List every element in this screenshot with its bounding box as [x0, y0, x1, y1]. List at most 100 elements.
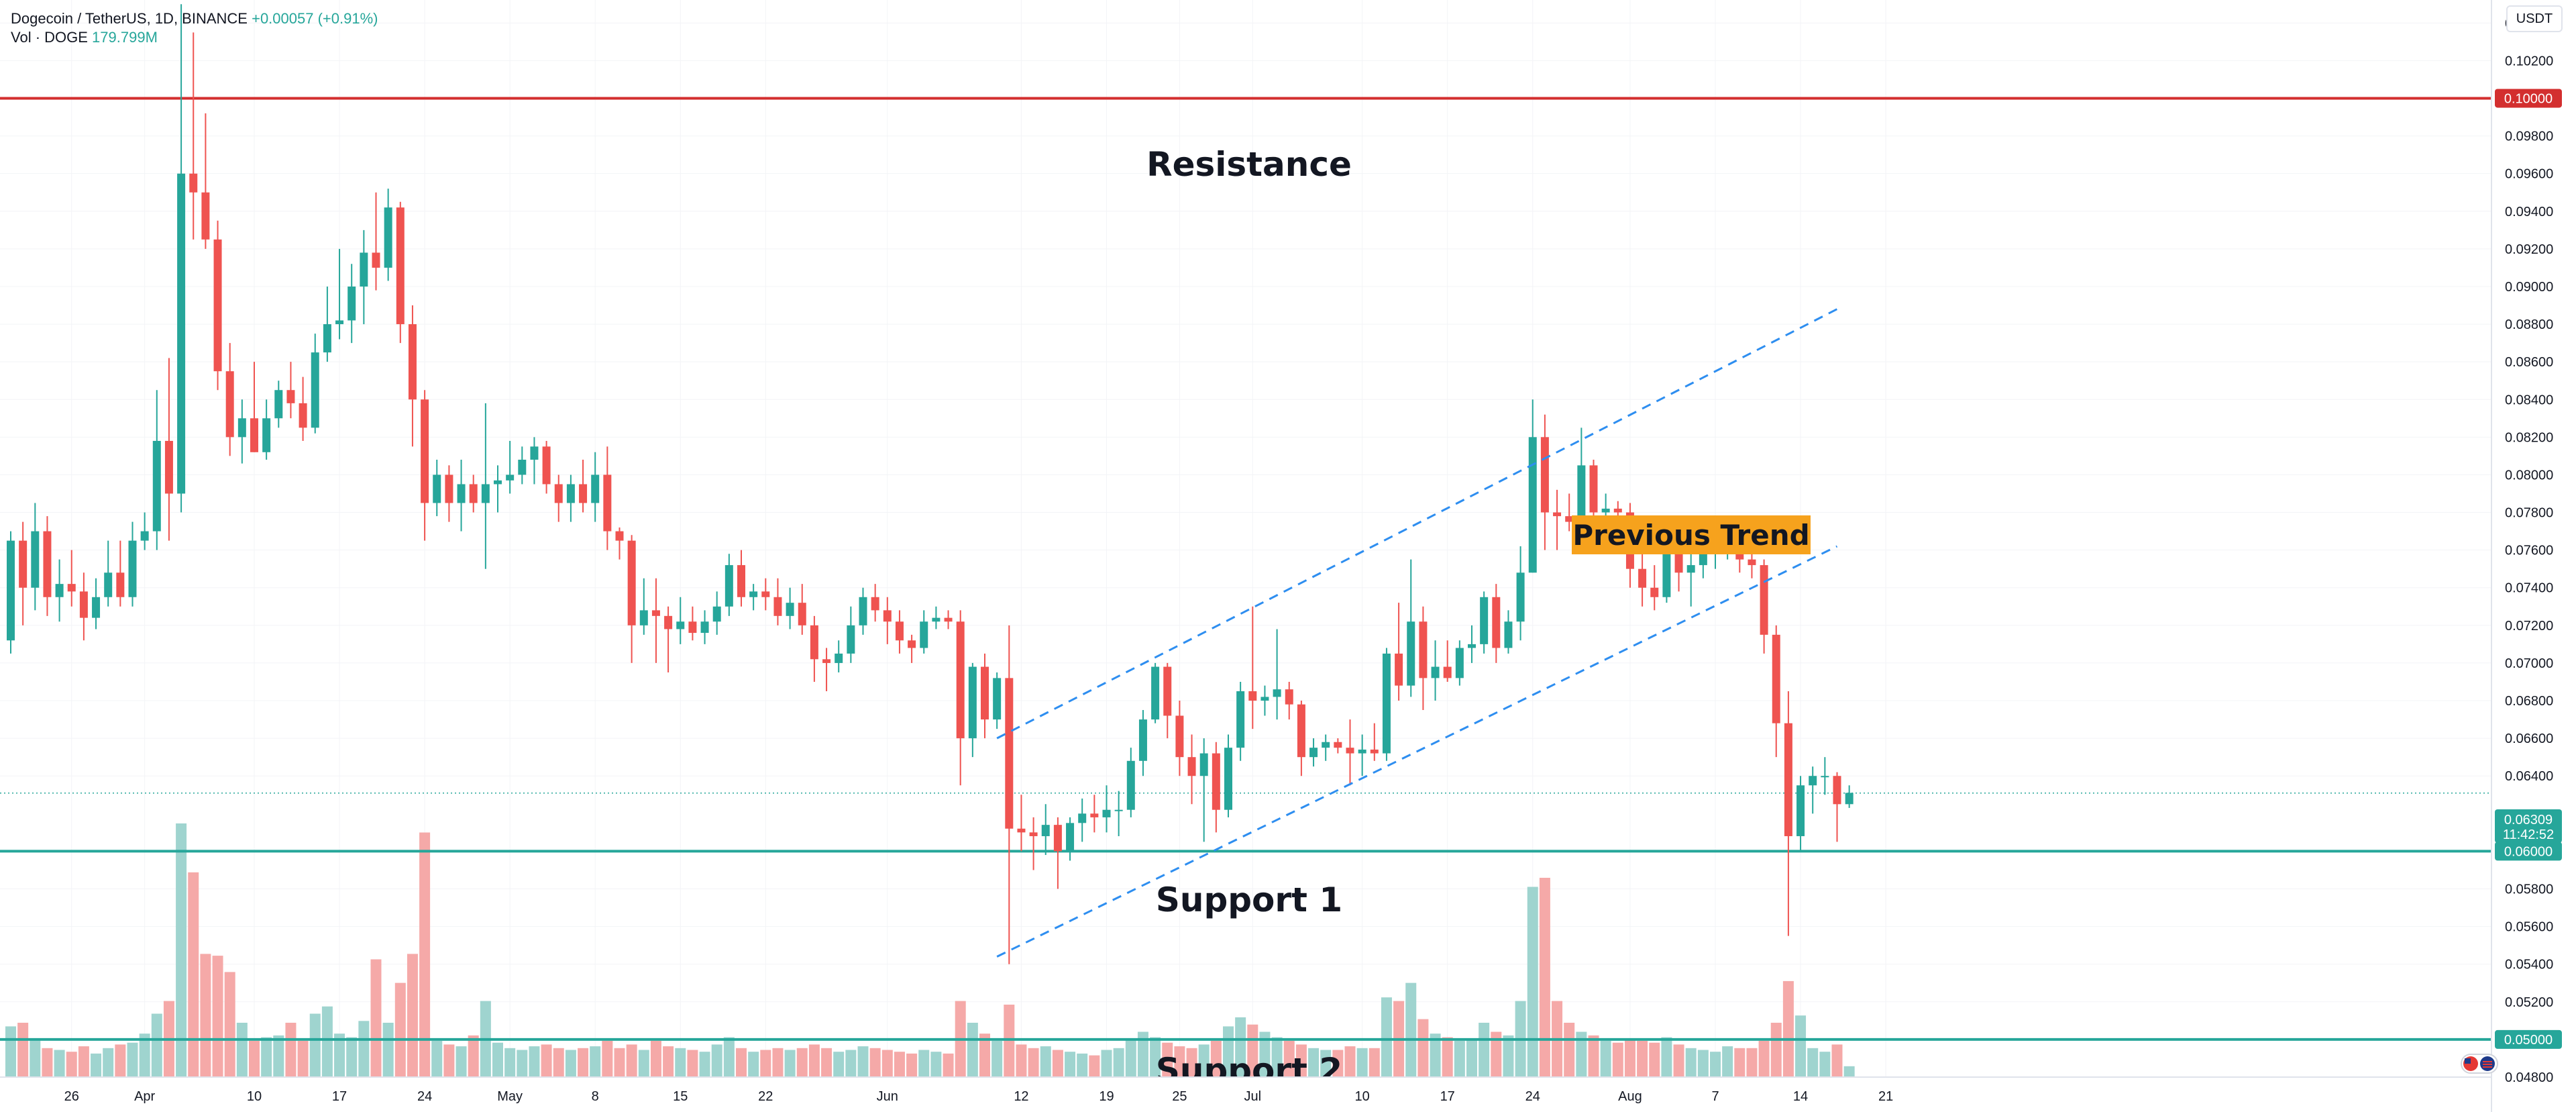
- volume-bar: [1697, 1050, 1709, 1077]
- candle: [1455, 640, 1464, 686]
- candle-body: [664, 615, 673, 629]
- candle: [396, 201, 405, 344]
- candle: [810, 615, 818, 682]
- volume-bar: [1600, 1041, 1611, 1077]
- volume-bar: [103, 1048, 114, 1077]
- price-tick-label: 0.06800: [2505, 694, 2553, 709]
- candle: [1005, 625, 1014, 964]
- candle-body: [1273, 689, 1281, 697]
- channel-upper-line[interactable]: [996, 308, 1838, 740]
- volume-bar: [1065, 1052, 1076, 1077]
- price-tick-label: 0.09000: [2505, 280, 2553, 295]
- candle-body: [518, 460, 527, 475]
- volume-bar: [321, 1006, 333, 1077]
- candle: [737, 550, 745, 607]
- previous-trend-label[interactable]: Previous Trend: [1572, 519, 1809, 552]
- candle: [542, 440, 551, 494]
- volume-bar: [1235, 1017, 1246, 1077]
- candle: [1492, 584, 1501, 663]
- candle: [932, 606, 941, 629]
- candle-body: [225, 371, 234, 438]
- candle: [128, 521, 137, 607]
- volume-bar: [614, 1048, 625, 1077]
- candle-body: [104, 572, 113, 597]
- candle-body: [1699, 554, 1707, 566]
- candle-body: [835, 653, 843, 663]
- candle: [1053, 817, 1062, 889]
- candle-body: [1297, 704, 1305, 758]
- candle: [1041, 804, 1050, 856]
- volume-legend-label[interactable]: Vol · DOGE: [11, 29, 88, 46]
- trend-channel[interactable]: [996, 308, 1838, 958]
- candle: [1431, 640, 1440, 701]
- symbol-title[interactable]: Dogecoin / TetherUS, 1D, BINANCE: [11, 10, 248, 27]
- price-tick-label: 0.08800: [2505, 317, 2553, 332]
- candle: [1114, 791, 1123, 836]
- candle: [457, 460, 466, 532]
- candle-body: [603, 474, 612, 532]
- volume-bar: [455, 1046, 467, 1077]
- candle: [773, 578, 782, 625]
- candle: [1821, 757, 1829, 795]
- symbol-legend[interactable]: Dogecoin / TetherUS, 1D, BINANCE +0.0005…: [11, 9, 378, 47]
- volume-bar: [626, 1044, 637, 1077]
- channel-lower-line[interactable]: [996, 545, 1838, 958]
- candle-body: [445, 474, 453, 503]
- us-flag-icon[interactable]: [2461, 1054, 2498, 1074]
- candle-body: [1407, 621, 1415, 686]
- candle-body: [822, 659, 831, 663]
- candle: [1809, 766, 1817, 814]
- volume-bar: [699, 1052, 710, 1077]
- candle: [79, 572, 88, 641]
- candle: [360, 230, 368, 325]
- candle-body: [360, 252, 368, 287]
- candle: [1760, 559, 1768, 654]
- candle: [1650, 565, 1659, 611]
- volume-bar: [115, 1044, 126, 1077]
- price-tick-label: 0.09400: [2505, 205, 2553, 219]
- candle: [676, 597, 685, 644]
- candle-body: [761, 591, 770, 597]
- candle: [1199, 738, 1208, 842]
- price-levels[interactable]: [0, 97, 2491, 1041]
- candle: [1102, 785, 1111, 833]
- volume-bar: [1758, 1041, 1770, 1077]
- time-axis[interactable]: 26 Apr 10 17 24 May 8 15 22 Jun 12 19 25 Jul 10 17 24 Aug…: [64, 1089, 1894, 1104]
- candle-body: [1151, 666, 1160, 720]
- candle: [1285, 681, 1293, 720]
- candle-body: [1540, 437, 1549, 513]
- volume-bar: [1089, 1055, 1100, 1077]
- candle-body: [1674, 550, 1683, 573]
- volume-bar: [1685, 1048, 1697, 1077]
- price-tick-label: 0.09200: [2505, 242, 2553, 257]
- candle: [1480, 591, 1489, 654]
- candle-body: [566, 484, 575, 503]
- candle-body: [871, 597, 879, 611]
- candle: [213, 220, 222, 391]
- volume-bar: [796, 1048, 808, 1077]
- last-price-tag: [2495, 809, 2562, 843]
- currency-button[interactable]: USDT: [2506, 5, 2563, 32]
- candle-body: [1492, 597, 1501, 648]
- candle: [347, 264, 356, 344]
- volume-bar: [443, 1044, 455, 1077]
- candle-body: [213, 239, 222, 372]
- candle-body: [347, 286, 356, 321]
- candle: [1370, 723, 1379, 761]
- candle: [1017, 795, 1026, 852]
- volume-bar: [1454, 1041, 1465, 1077]
- candle-body: [384, 207, 392, 268]
- candle: [883, 597, 892, 644]
- volume-bar: [17, 1023, 29, 1077]
- volume-bar: [529, 1046, 540, 1077]
- resistance-label[interactable]: Resistance: [1146, 145, 1352, 184]
- volume-bar: [821, 1048, 833, 1077]
- volume-bar: [1356, 1048, 1368, 1077]
- support-1-label[interactable]: Support 1: [1156, 880, 1342, 919]
- volume-bar: [590, 1046, 601, 1077]
- volume-bar: [1442, 1037, 1453, 1077]
- candle: [1784, 691, 1792, 936]
- price-tick-label: 0.07800: [2505, 506, 2553, 521]
- volume-bar: [1503, 1035, 1514, 1077]
